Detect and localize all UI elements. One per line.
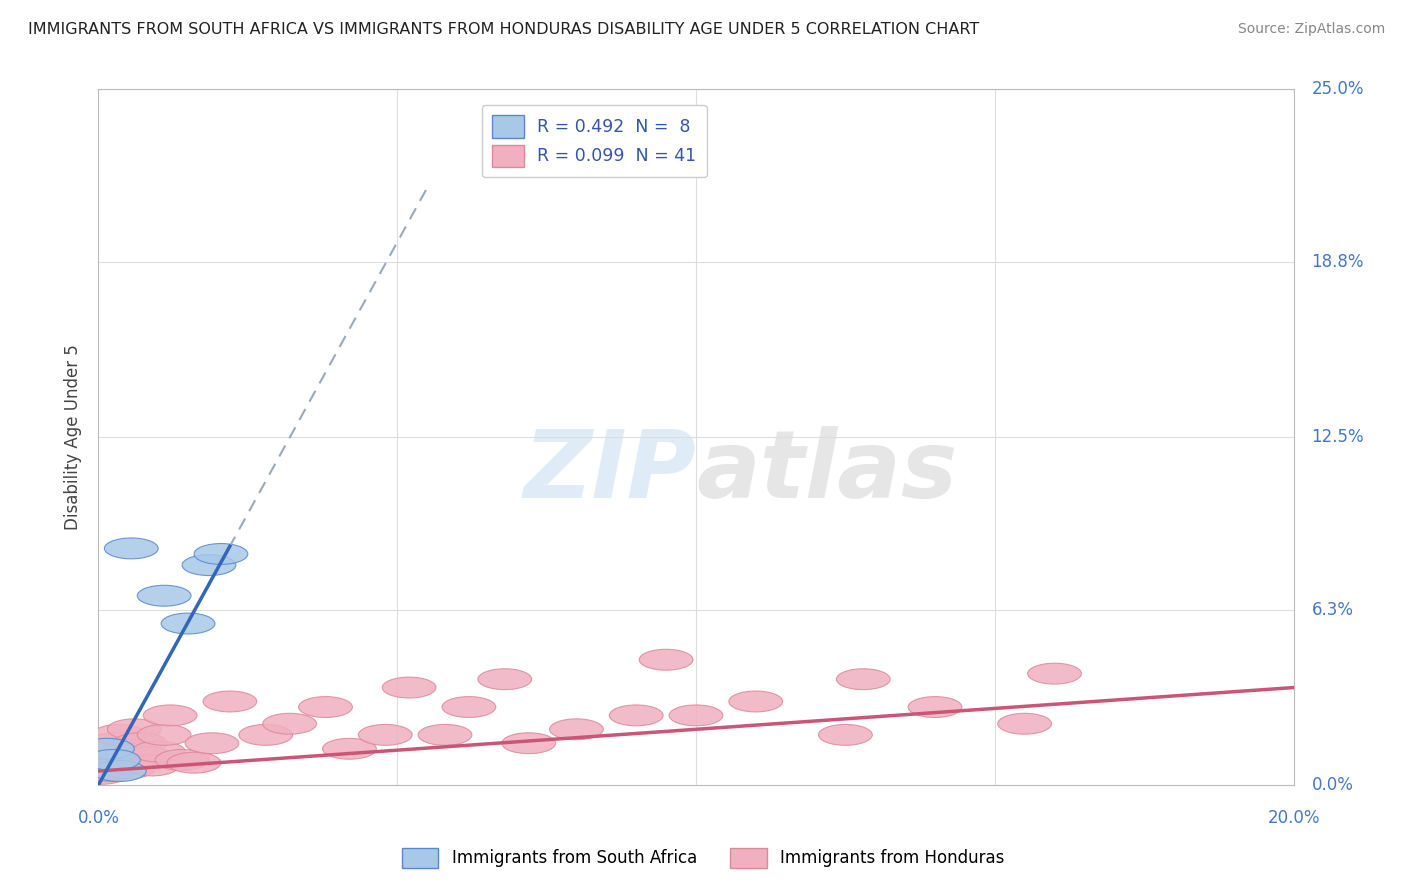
Ellipse shape xyxy=(155,749,209,771)
Ellipse shape xyxy=(138,585,191,607)
Text: IMMIGRANTS FROM SOUTH AFRICA VS IMMIGRANTS FROM HONDURAS DISABILITY AGE UNDER 5 : IMMIGRANTS FROM SOUTH AFRICA VS IMMIGRAN… xyxy=(28,22,980,37)
Ellipse shape xyxy=(669,705,723,726)
Ellipse shape xyxy=(80,739,135,759)
Text: 12.5%: 12.5% xyxy=(1312,428,1364,446)
Legend: R = 0.492  N =  8, R = 0.099  N = 41: R = 0.492 N = 8, R = 0.099 N = 41 xyxy=(482,105,707,178)
Ellipse shape xyxy=(818,724,872,746)
Ellipse shape xyxy=(382,677,436,698)
Ellipse shape xyxy=(101,758,155,779)
Ellipse shape xyxy=(837,669,890,690)
Text: ZIP: ZIP xyxy=(523,425,696,518)
Ellipse shape xyxy=(138,724,191,746)
Legend: Immigrants from South Africa, Immigrants from Honduras: Immigrants from South Africa, Immigrants… xyxy=(395,841,1011,875)
Ellipse shape xyxy=(97,752,150,773)
Y-axis label: Disability Age Under 5: Disability Age Under 5 xyxy=(65,344,83,530)
Ellipse shape xyxy=(104,538,159,558)
Ellipse shape xyxy=(194,543,247,565)
Ellipse shape xyxy=(1028,664,1081,684)
Ellipse shape xyxy=(502,733,555,754)
Ellipse shape xyxy=(162,613,215,634)
Text: 25.0%: 25.0% xyxy=(1312,80,1364,98)
Ellipse shape xyxy=(550,719,603,739)
Ellipse shape xyxy=(263,714,316,734)
Ellipse shape xyxy=(87,749,141,771)
Ellipse shape xyxy=(418,724,472,746)
Ellipse shape xyxy=(167,752,221,773)
Ellipse shape xyxy=(908,697,962,717)
Text: 0.0%: 0.0% xyxy=(77,809,120,827)
Text: 6.3%: 6.3% xyxy=(1312,600,1354,619)
Ellipse shape xyxy=(609,705,664,726)
Ellipse shape xyxy=(84,741,138,762)
Ellipse shape xyxy=(93,761,146,781)
Text: Source: ZipAtlas.com: Source: ZipAtlas.com xyxy=(1237,22,1385,37)
Ellipse shape xyxy=(93,724,146,746)
Ellipse shape xyxy=(80,747,135,767)
Ellipse shape xyxy=(998,714,1052,734)
Ellipse shape xyxy=(186,733,239,754)
Ellipse shape xyxy=(322,739,377,759)
Ellipse shape xyxy=(131,741,186,762)
Text: 18.8%: 18.8% xyxy=(1312,252,1364,271)
Ellipse shape xyxy=(478,669,531,690)
Ellipse shape xyxy=(114,733,167,754)
Ellipse shape xyxy=(83,761,136,781)
Ellipse shape xyxy=(239,724,292,746)
Ellipse shape xyxy=(77,752,131,773)
Ellipse shape xyxy=(441,697,496,717)
Ellipse shape xyxy=(728,691,783,712)
Ellipse shape xyxy=(359,724,412,746)
Ellipse shape xyxy=(107,719,162,739)
Ellipse shape xyxy=(120,747,173,767)
Ellipse shape xyxy=(143,705,197,726)
Ellipse shape xyxy=(125,755,179,776)
Ellipse shape xyxy=(75,764,128,784)
Text: 0.0%: 0.0% xyxy=(1312,776,1354,794)
Text: 20.0%: 20.0% xyxy=(1267,809,1320,827)
Ellipse shape xyxy=(89,733,142,754)
Ellipse shape xyxy=(183,555,236,575)
Ellipse shape xyxy=(298,697,353,717)
Ellipse shape xyxy=(202,691,257,712)
Ellipse shape xyxy=(640,649,693,670)
Ellipse shape xyxy=(79,761,132,781)
Text: atlas: atlas xyxy=(696,425,957,518)
